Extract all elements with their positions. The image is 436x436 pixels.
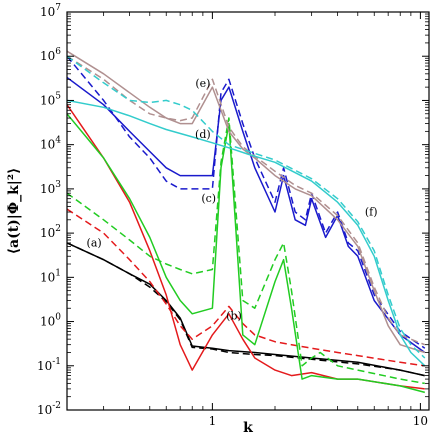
series-line-b-dashed <box>67 208 425 367</box>
label-layer: (a) (b) (c) (d) (e) (f) <box>87 77 378 323</box>
y-axis-label: ⟨a(t)|Φ_k|²⟩ <box>6 168 22 255</box>
y-tick-label: 102 <box>40 224 61 240</box>
y-tick-label: 101 <box>40 268 61 284</box>
series-line-b-solid <box>67 104 425 390</box>
series-line-d-dashed <box>67 55 426 349</box>
curve-label: (c) <box>201 192 216 205</box>
y-tick-label: 106 <box>40 47 61 63</box>
x-axis-label: k <box>243 420 253 436</box>
curve-label: (e) <box>195 77 210 90</box>
curve-label: (b) <box>226 310 242 323</box>
x-tick-label: 1 <box>209 414 217 428</box>
y-tick-label: 10-1 <box>37 357 61 373</box>
y-tick-label: 107 <box>40 3 61 19</box>
series-line-d-solid <box>67 76 426 354</box>
series-line-e-dashed <box>67 55 426 346</box>
series-line-e-solid <box>67 50 426 354</box>
curve-label: (f) <box>365 206 378 219</box>
curve-label: (d) <box>195 128 211 141</box>
tick-layer: 10-2 10-1 100 101 102 103 104 105 106 107 1 10 <box>37 3 429 428</box>
series-line-c-solid <box>67 113 425 394</box>
y-tick-label: 104 <box>40 136 61 152</box>
y-tick-label: 105 <box>40 91 61 107</box>
series-line-a-solid <box>67 242 425 377</box>
series-layer <box>67 50 426 394</box>
y-tick-label: 10-2 <box>37 401 61 417</box>
plot-frame <box>66 11 430 411</box>
series-line-f-solid <box>67 99 426 367</box>
y-tick-label: 100 <box>40 313 61 329</box>
series-line-c-dashed <box>67 117 425 385</box>
series-line-f-dashed <box>67 55 426 359</box>
x-tick-label: 10 <box>413 414 428 428</box>
series-line-a-dashed <box>67 242 425 377</box>
y-tick-label: 103 <box>40 180 61 196</box>
curve-label: (a) <box>87 236 102 249</box>
